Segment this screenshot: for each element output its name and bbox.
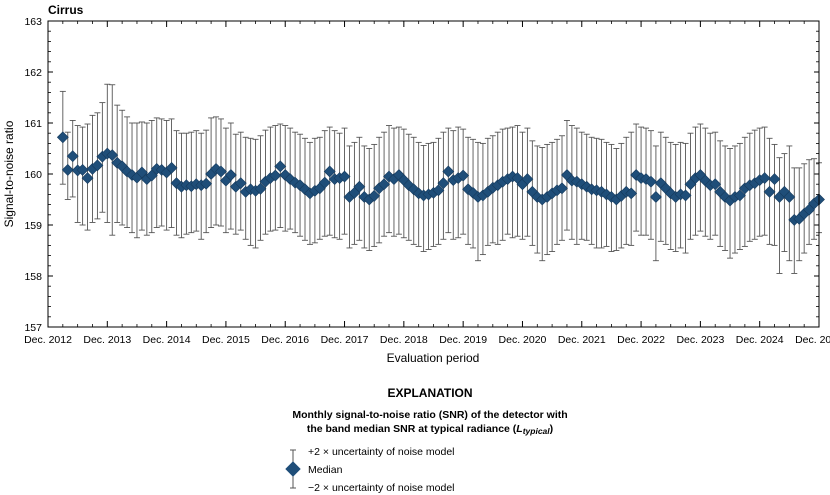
median-point — [61, 163, 74, 176]
x-tick-label: Dec. 2016 — [261, 334, 309, 346]
explanation-caption-line2: the band median SNR at typical radiance … — [307, 423, 553, 436]
plot-area: 157 158 159 160 161 162 163 Dec. 2012 Dec. 2013… — [24, 16, 830, 346]
plot-frame — [47, 20, 820, 328]
chart-title: Cirrus — [48, 3, 84, 17]
median-point — [679, 189, 692, 202]
median-point — [165, 161, 178, 174]
x-tick-label: Dec. 2023 — [676, 334, 724, 346]
y-tick-label: 158 — [24, 271, 42, 283]
median-point — [135, 166, 148, 179]
y-axis-label: Signal-to-noise ratio — [2, 120, 16, 227]
median-point — [106, 149, 119, 162]
median-point — [279, 169, 292, 181]
x-tick-label: Dec. 2017 — [321, 334, 369, 346]
median-point — [556, 182, 568, 195]
y-tick-label: 163 — [24, 16, 42, 28]
median-point — [432, 184, 445, 197]
median-point — [709, 178, 722, 191]
median-point — [457, 169, 470, 182]
legend-upper-label: +2 × uncertainty of noise model — [308, 446, 455, 458]
median-point — [521, 173, 534, 186]
error-bar — [460, 128, 467, 235]
x-tick-label: Dec. 2022 — [617, 334, 665, 346]
median-point — [368, 190, 381, 202]
median-point — [442, 165, 455, 178]
y-tick-label: 160 — [24, 169, 42, 181]
x-tick-label: Dec. 2014 — [143, 334, 191, 346]
legend-symbol — [285, 449, 301, 489]
median-point — [407, 183, 420, 196]
explanation-legend: EXPLANATION Monthly signal-to-noise rati… — [285, 386, 568, 494]
median-point — [121, 165, 134, 178]
median-point — [91, 159, 104, 172]
median-point — [664, 187, 677, 200]
explanation-caption-line1: Monthly signal-to-noise ratio (SNR) of t… — [292, 409, 567, 421]
median-point — [269, 169, 282, 182]
median-point — [625, 187, 638, 200]
median-point — [318, 176, 331, 189]
median-point — [649, 191, 662, 203]
median-point — [353, 180, 366, 193]
legend-median-label: Median — [308, 464, 343, 476]
x-tick-label: Dec. 2021 — [558, 334, 606, 346]
x-tick-label: Dec. 2018 — [380, 334, 428, 346]
legend-median-diamond — [285, 461, 301, 477]
median-point — [76, 163, 89, 176]
error-bar — [79, 126, 86, 226]
x-axis-label: Evaluation period — [387, 351, 480, 365]
error-bar — [652, 145, 659, 262]
median-point — [274, 160, 287, 173]
median-point — [645, 175, 657, 188]
median-point — [81, 172, 94, 185]
median-point — [768, 173, 781, 186]
median-point — [56, 131, 69, 144]
x-tick-label: Dec. 2012 — [24, 334, 72, 346]
x-tick-label: Dec. 2015 — [202, 334, 250, 346]
y-tick-label: 162 — [24, 67, 42, 79]
median-point — [338, 170, 351, 183]
x-tick-label: Dec. 2013 — [83, 334, 131, 346]
median-point — [294, 179, 306, 192]
error-bar — [336, 132, 343, 240]
y-tick-label: 157 — [24, 322, 42, 334]
x-tick-label: Dec. 2019 — [439, 334, 487, 346]
median-point — [763, 185, 776, 198]
legend-lower-label: −2 × uncertainty of noise model — [308, 482, 455, 494]
median-point — [254, 182, 267, 195]
x-tick-label: Dec. 2025 — [795, 334, 830, 346]
median-point — [323, 165, 336, 178]
explanation-heading: EXPLANATION — [387, 386, 472, 400]
error-bar — [771, 143, 778, 246]
error-bar — [326, 126, 333, 236]
median-point — [234, 177, 247, 190]
error-bar — [786, 145, 793, 262]
x-tick-label: Dec. 2020 — [499, 334, 547, 346]
y-tick-label: 159 — [24, 220, 42, 232]
x-axis-ticks: Dec. 2012 Dec. 2013 Dec. 2014 Dec. 2015 Dec.… — [24, 21, 830, 346]
error-bar — [776, 157, 783, 274]
median-point — [630, 169, 643, 181]
y-axis-ticks: 157 158 159 160 161 162 163 — [24, 16, 819, 334]
median-point — [733, 189, 746, 202]
median-markers — [56, 131, 825, 226]
median-point — [437, 177, 450, 190]
median-point — [215, 165, 227, 178]
y-tick-label: 161 — [24, 118, 42, 130]
x-tick-label: Dec. 2024 — [736, 334, 784, 346]
median-point — [378, 178, 391, 191]
median-point — [758, 172, 771, 185]
median-point — [200, 177, 213, 190]
error-bar — [781, 153, 788, 252]
error-bar — [806, 159, 813, 245]
median-point — [783, 191, 796, 203]
median-point — [145, 169, 158, 182]
median-point — [66, 150, 79, 163]
median-point — [224, 169, 237, 181]
